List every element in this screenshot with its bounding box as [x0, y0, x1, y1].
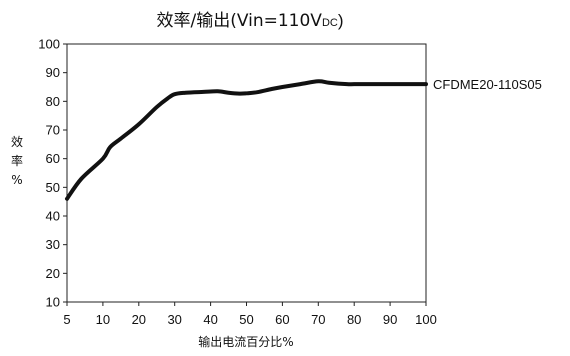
y-axis-label-char-1: 效	[11, 134, 23, 149]
y-tick-label: 70	[46, 123, 60, 138]
y-axis-label-char-2: 率	[11, 153, 23, 168]
y-tick-label: 30	[46, 237, 60, 252]
x-tick-label: 40	[203, 312, 217, 327]
series-label-cfdme20-110s05: CFDME20-110S05	[433, 77, 542, 92]
x-tick-label: 10	[96, 312, 110, 327]
y-tick-label: 10	[46, 295, 60, 310]
x-tick-label: 50	[239, 312, 253, 327]
x-tick-label: 60	[275, 312, 289, 327]
chart-title-main: 效率/输出(Vin=110V	[157, 11, 323, 31]
x-tick-label: 80	[347, 312, 361, 327]
x-tick-label: 70	[311, 312, 325, 327]
series-line-cfdme20-110s05	[65, 79, 428, 201]
y-axis: 100 90 80 70 60 50 40 30 20 10	[38, 37, 67, 310]
y-tick-label: 40	[46, 209, 60, 224]
y-axis-label-char-3: %	[11, 173, 22, 187]
y-tick-label: 60	[46, 151, 60, 166]
y-axis-label: 效 率 %	[11, 134, 23, 187]
y-tick-label: 100	[38, 37, 60, 52]
chart-title: 效率/输出(Vin=110VDC)	[157, 11, 344, 31]
x-axis-label: 输出电流百分比%	[198, 334, 293, 349]
x-tick-label: 90	[383, 312, 397, 327]
x-tick-label: 100	[415, 312, 437, 327]
x-tick-label: 5	[63, 312, 70, 327]
x-axis: 5 10 20 30 40 50 60 70 80 90 100	[63, 302, 437, 327]
y-tick-label: 80	[46, 94, 60, 109]
y-tick-label: 90	[46, 65, 60, 80]
x-tick-label: 30	[167, 312, 181, 327]
y-tick-label: 50	[46, 180, 60, 195]
chart-title-close: )	[338, 11, 344, 30]
x-tick-label: 20	[132, 312, 146, 327]
y-tick-label: 20	[46, 266, 60, 281]
chart-title-subscript: DC	[322, 17, 338, 29]
